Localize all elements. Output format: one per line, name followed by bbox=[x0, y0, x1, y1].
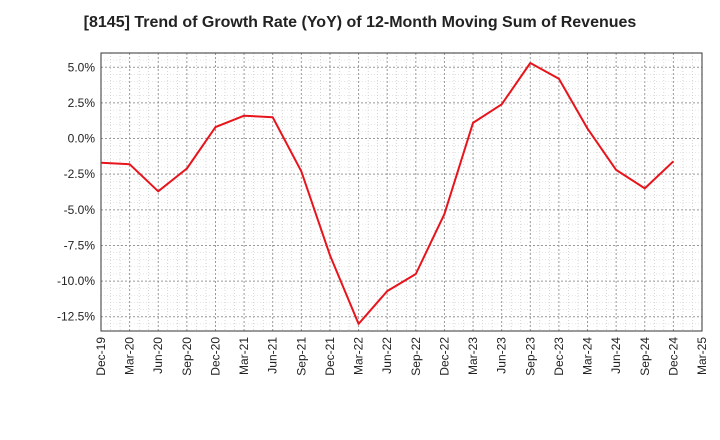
x-tick-label: Mar-23 bbox=[466, 337, 480, 375]
x-tick-label: Mar-21 bbox=[237, 337, 251, 375]
x-tick-label: Dec-20 bbox=[208, 337, 222, 376]
x-tick-label: Mar-22 bbox=[352, 337, 366, 375]
x-tick-label: Jun-23 bbox=[495, 337, 509, 374]
chart-title: [8145] Trend of Growth Rate (YoY) of 12-… bbox=[83, 14, 637, 31]
y-tick-label: 0.0% bbox=[68, 132, 96, 146]
x-tick-label: Sep-21 bbox=[294, 337, 308, 376]
x-tick-label: Dec-23 bbox=[552, 337, 566, 376]
y-tick-label: 5.0% bbox=[68, 60, 96, 74]
x-tick-label: Jun-20 bbox=[151, 337, 165, 374]
x-tick-label: Mar-24 bbox=[581, 337, 595, 375]
plot-background bbox=[101, 53, 702, 331]
x-tick-label: Jun-24 bbox=[609, 337, 623, 374]
x-tick-label: Sep-24 bbox=[638, 337, 652, 376]
x-tick-label: Mar-20 bbox=[123, 337, 137, 375]
plot-frame bbox=[100, 52, 703, 332]
y-tick-label: -10.0% bbox=[57, 274, 95, 288]
x-tick-label: Dec-24 bbox=[666, 337, 680, 376]
x-tick-label: Mar-25 bbox=[695, 337, 709, 375]
x-tick-label: Dec-22 bbox=[437, 337, 451, 376]
series-line bbox=[100, 62, 675, 325]
x-tick-label: Dec-19 bbox=[94, 337, 108, 376]
y-tick-label: -5.0% bbox=[64, 203, 96, 217]
x-tick-label: Dec-21 bbox=[323, 337, 337, 376]
y-tick-label: -7.5% bbox=[64, 238, 96, 252]
x-tick-label: Sep-23 bbox=[523, 337, 537, 376]
y-tick-label: -2.5% bbox=[64, 167, 96, 181]
y-tick-label: -12.5% bbox=[57, 310, 95, 324]
x-tick-label: Jun-22 bbox=[380, 337, 394, 374]
y-tick-label: 2.5% bbox=[68, 96, 96, 110]
x-tick-label: Sep-22 bbox=[409, 337, 423, 376]
x-tick-label: Sep-20 bbox=[180, 337, 194, 376]
x-tick-label: Jun-21 bbox=[266, 337, 280, 374]
